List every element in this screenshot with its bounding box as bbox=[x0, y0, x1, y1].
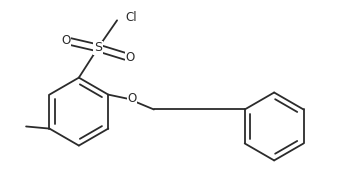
Text: S: S bbox=[94, 41, 102, 54]
Text: O: O bbox=[127, 92, 136, 105]
Text: Cl: Cl bbox=[126, 11, 137, 24]
Text: O: O bbox=[61, 34, 71, 47]
Text: O: O bbox=[125, 51, 134, 64]
